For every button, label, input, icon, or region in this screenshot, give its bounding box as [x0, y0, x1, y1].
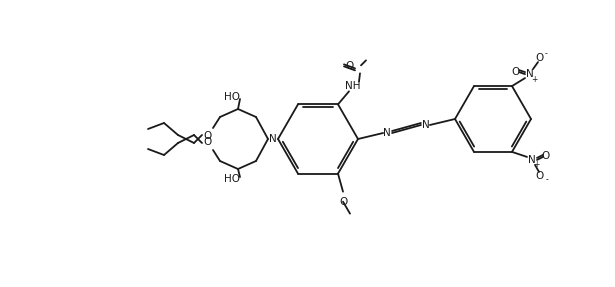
Text: O: O [536, 53, 544, 63]
Text: N: N [269, 134, 277, 144]
Text: O: O [203, 137, 211, 147]
Text: O: O [512, 67, 520, 77]
Text: N: N [526, 69, 534, 79]
Text: HO: HO [224, 174, 240, 184]
Text: N: N [528, 155, 536, 165]
Text: +: + [531, 75, 537, 84]
Text: NH: NH [345, 81, 361, 91]
Text: +: + [533, 160, 539, 169]
Text: HO: HO [224, 92, 240, 102]
Text: O: O [346, 61, 354, 71]
Text: O: O [339, 197, 347, 207]
Text: -: - [546, 175, 549, 185]
Text: O: O [536, 171, 544, 181]
Text: -: - [545, 50, 547, 59]
Text: N: N [383, 128, 391, 138]
Text: N: N [422, 120, 430, 130]
Text: O: O [203, 131, 211, 141]
Text: O: O [542, 151, 550, 161]
